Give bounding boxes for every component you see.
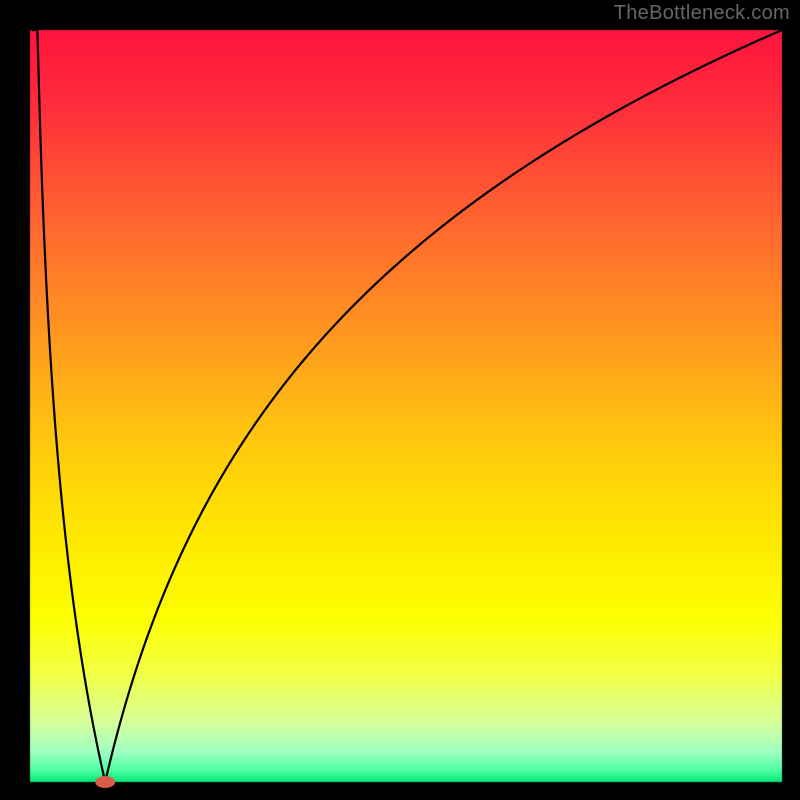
watermark-text: TheBottleneck.com bbox=[614, 2, 790, 25]
gradient-background bbox=[0, 0, 800, 800]
chart-container: TheBottleneck.com bbox=[0, 0, 800, 800]
